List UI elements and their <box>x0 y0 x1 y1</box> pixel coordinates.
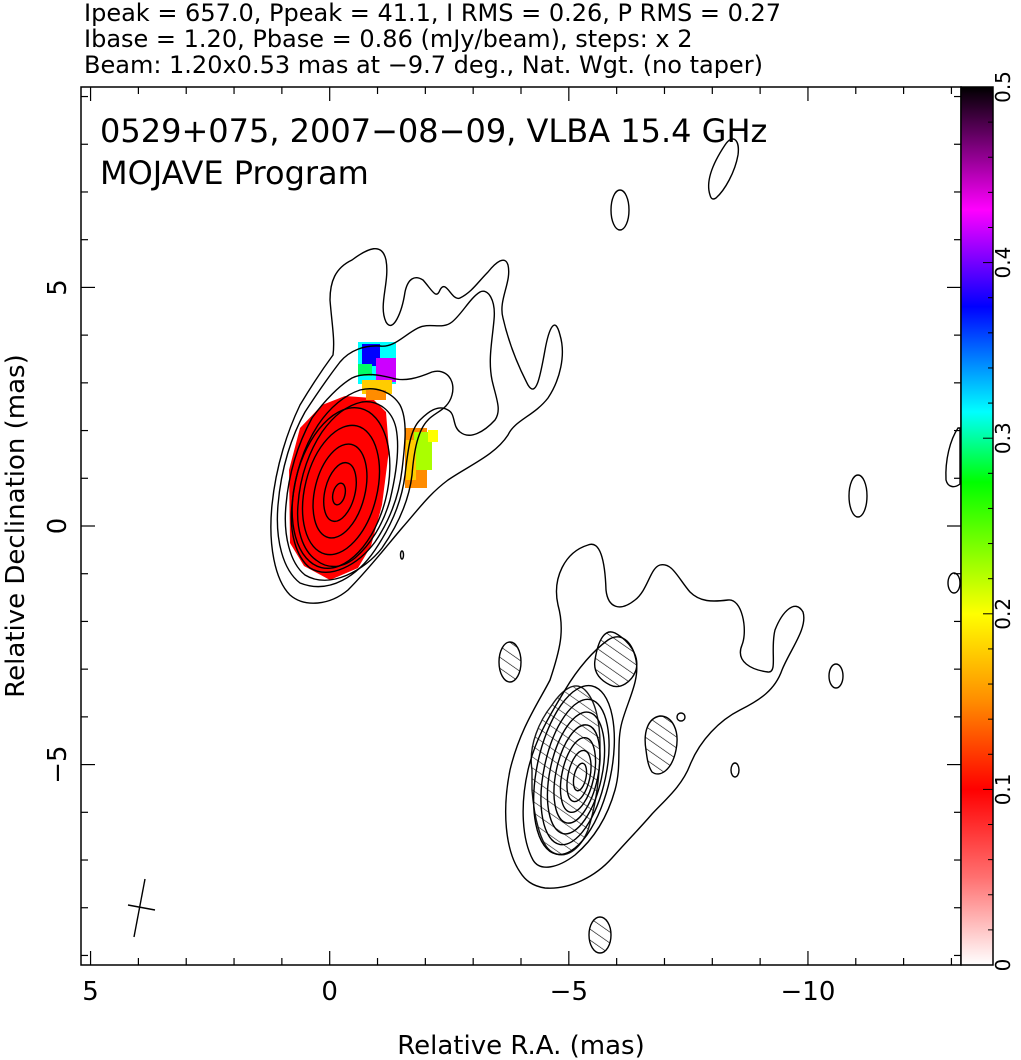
colorbar-tick-label: 0.2 <box>991 598 1015 630</box>
x-tick-label: 0 <box>321 977 338 1007</box>
jet-knot-polarization-patch <box>405 428 438 488</box>
contour-north-6 <box>291 406 391 570</box>
y-tick-labels: 5 0 −5 <box>43 279 73 784</box>
tick-marks <box>81 87 961 965</box>
header-line-1: Ipeak = 657.0, Ppeak = 41.1, I RMS = 0.2… <box>84 0 781 27</box>
colorbar-tick-label: 0.3 <box>991 422 1015 454</box>
y-tick-label: −5 <box>43 745 73 783</box>
contour-north-7 <box>301 424 381 556</box>
program-annotation: MOJAVE Program <box>100 154 369 192</box>
x-tick-label: 5 <box>82 977 99 1007</box>
small-contour-1 <box>708 138 740 200</box>
plot-area: 0529+075, 2007−08−09, VLBA 15.4 GHz MOJA… <box>80 86 962 966</box>
colorbar-tick-label: 0 <box>991 959 1015 972</box>
x-tick-labels: 5 0 −5 −10 <box>82 977 835 1007</box>
colorbar-tick-label: 0.4 <box>991 247 1015 279</box>
small-contour-9 <box>947 572 961 594</box>
small-contour-5 <box>730 762 740 778</box>
x-tick-label: −5 <box>550 977 588 1007</box>
colorbar-gradient <box>960 86 994 966</box>
negative-contour-2 <box>593 631 638 688</box>
x-tick-label: −10 <box>781 977 836 1007</box>
small-contour-7 <box>676 712 686 722</box>
outer-contour-north <box>270 248 563 604</box>
colorbar: 0 0.1 0.2 0.3 0.4 0.5 <box>960 71 1015 971</box>
contour-north-3 <box>284 370 454 581</box>
header-line-2: Ibase = 1.20, Pbase = 0.86 (mJy/beam), s… <box>84 25 693 53</box>
beam-marker <box>127 878 156 938</box>
outer-contour-south <box>504 543 805 889</box>
small-contour-2 <box>610 189 630 231</box>
contour-north-8 <box>312 443 368 539</box>
y-tick-label: 5 <box>43 279 73 296</box>
colorbar-tick-label: 0.1 <box>991 773 1015 805</box>
negative-contour-5 <box>530 685 601 856</box>
upper-jet-polarization-patch <box>358 342 396 400</box>
plot-frame <box>80 86 962 966</box>
polarization-patches <box>289 342 438 580</box>
negative-contour-1 <box>498 641 522 683</box>
contour-north-9 <box>323 461 357 523</box>
contour-north-2 <box>276 290 499 588</box>
header-line-3: Beam: 1.20x0.53 mas at −9.7 deg., Nat. W… <box>84 51 763 79</box>
x-axis-label: Relative R.A. (mas) <box>397 1031 644 1060</box>
negative-contour-3 <box>644 715 678 775</box>
y-axis-label: Relative Declination (mas) <box>1 354 31 697</box>
small-contour-8 <box>945 427 961 488</box>
y-tick-label: 0 <box>43 518 73 535</box>
negative-contours <box>498 631 678 954</box>
colorbar-tick-label: 0.5 <box>991 71 1015 103</box>
small-contour-4 <box>828 663 844 689</box>
contour-north-10 <box>331 482 347 506</box>
colorbar-ticks: 0 0.1 0.2 0.3 0.4 0.5 <box>983 71 1015 971</box>
contour-north-5 <box>296 401 399 568</box>
small-contour-3 <box>848 474 868 518</box>
source-annotation: 0529+075, 2007−08−09, VLBA 15.4 GHz <box>100 112 767 150</box>
small-contour-6 <box>399 550 405 560</box>
negative-contour-4 <box>588 916 612 954</box>
core-polarization-patch <box>289 396 389 580</box>
